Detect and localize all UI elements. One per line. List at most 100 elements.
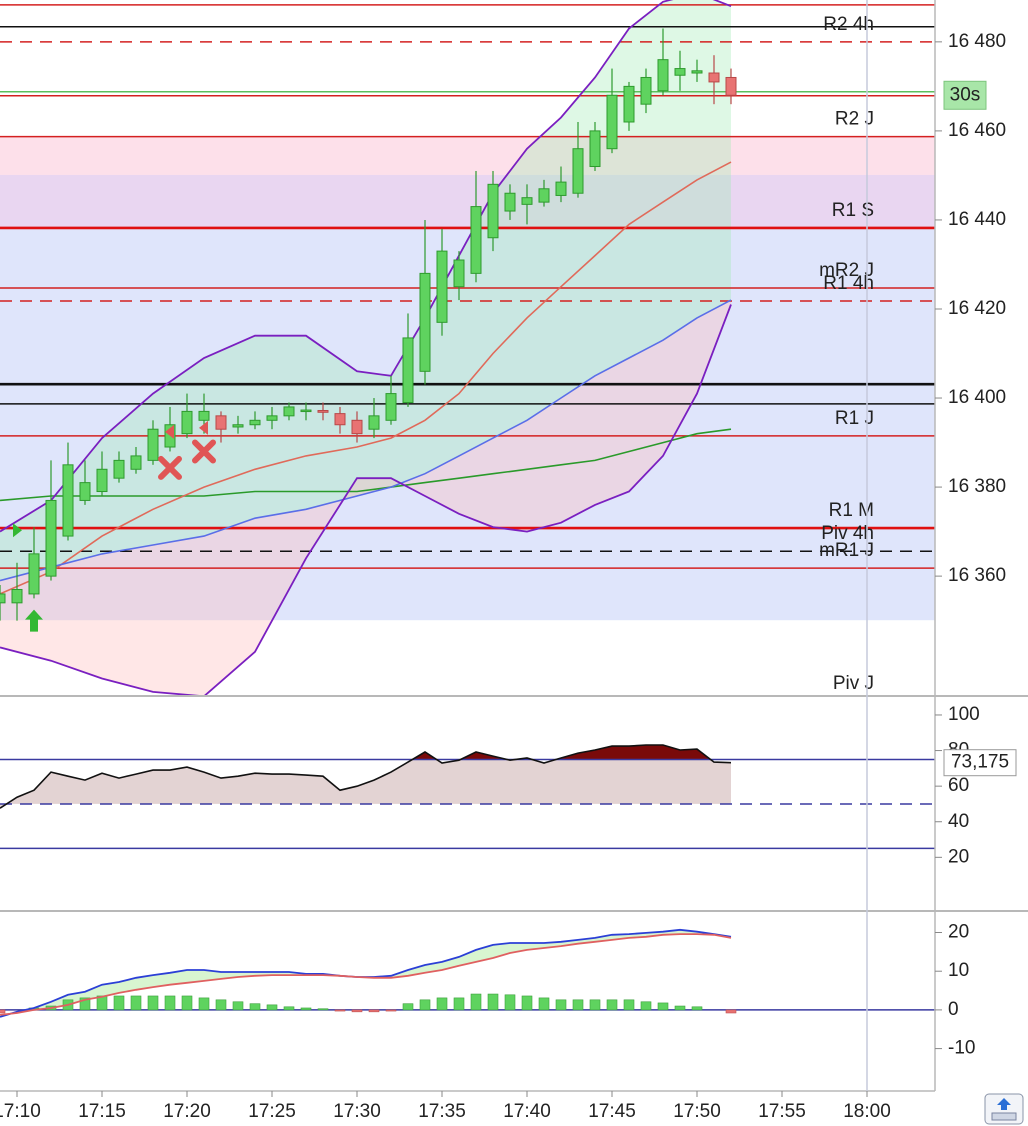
histogram-bar — [113, 995, 125, 1011]
candle-body — [504, 192, 516, 212]
histogram-bar — [419, 999, 431, 1011]
x-tick-label: 17:20 — [163, 1101, 211, 1122]
candle-body — [164, 424, 176, 448]
candle-body — [266, 415, 278, 421]
histogram-bar — [725, 1009, 737, 1014]
zone — [0, 174, 935, 228]
candle-body — [623, 85, 635, 123]
candle-body — [334, 413, 346, 426]
button-icon — [991, 1112, 1017, 1121]
level-label: R2 4h — [823, 14, 874, 35]
histogram-bar — [351, 1009, 363, 1013]
candle-body — [96, 468, 108, 493]
value-badge — [943, 749, 1017, 777]
candle-body — [113, 459, 125, 479]
x-tick-label: 17:45 — [588, 1101, 636, 1122]
candle-body — [589, 130, 601, 168]
histogram-bar — [249, 1003, 261, 1011]
oscillator-panel — [0, 744, 935, 850]
y-tick-label: 16 480 — [948, 31, 1006, 52]
candle-body — [351, 419, 363, 435]
histogram-bar — [181, 995, 193, 1011]
candle-body — [487, 183, 499, 239]
histogram-bar — [334, 1009, 346, 1012]
histogram-bar — [623, 999, 635, 1011]
x-tick-label: 17:35 — [418, 1101, 466, 1122]
band-middle — [0, 299, 732, 582]
candle-body — [725, 76, 737, 96]
histogram-bar — [385, 1009, 397, 1012]
signal-marker — [158, 455, 182, 480]
level-label: Piv J — [833, 673, 874, 694]
histogram-bar — [79, 997, 91, 1011]
histogram-bar — [453, 997, 465, 1011]
signal-marker — [199, 420, 208, 435]
histogram-bar — [215, 999, 227, 1011]
candle-body — [198, 410, 210, 421]
level-label: mR1 J — [819, 540, 874, 561]
candle-body — [0, 593, 6, 604]
level-label: R1 M — [829, 500, 874, 521]
candle-body — [79, 482, 91, 501]
histogram-bar — [606, 999, 618, 1011]
level-label: R1 J — [835, 408, 874, 429]
candle-body — [708, 72, 720, 83]
candle-body — [317, 409, 329, 413]
y-tick-label: 16 400 — [948, 387, 1006, 408]
y-tick-label: 0 — [948, 999, 959, 1020]
histogram-bar — [283, 1006, 295, 1011]
histogram-bar — [266, 1004, 278, 1011]
x-tick-label: 17:10 — [0, 1101, 41, 1122]
histogram-bar — [436, 997, 448, 1011]
histogram-bar — [504, 994, 516, 1011]
zone — [0, 136, 935, 175]
histogram-bar — [300, 1007, 312, 1011]
y-tick-label: 40 — [948, 811, 969, 832]
histogram-bar — [402, 1003, 414, 1011]
candle-body — [147, 428, 159, 461]
histogram-bar — [589, 999, 601, 1011]
candle-body — [657, 59, 669, 92]
histogram-bar — [368, 1009, 380, 1013]
histogram-bar — [130, 995, 142, 1011]
y-tick-label: 60 — [948, 775, 969, 796]
band-fill-lower — [0, 300, 731, 695]
oscillator-high-fill — [412, 745, 711, 760]
x-tick-label: 17:15 — [78, 1101, 126, 1122]
histogram-bar — [674, 1005, 686, 1011]
candle-body — [300, 409, 312, 413]
y-tick-label: 100 — [948, 704, 980, 725]
band-lower — [0, 304, 732, 695]
candle-body — [674, 68, 686, 76]
candle-body — [11, 588, 23, 604]
button-icon — [997, 1098, 1011, 1110]
signal-marker — [165, 424, 174, 439]
macd-line — [0, 933, 732, 1016]
candle-body — [419, 272, 431, 372]
candle-body — [572, 148, 584, 194]
candle-body — [606, 94, 618, 150]
candle-body — [368, 415, 380, 430]
value-badge-label: 73,175 — [951, 752, 1009, 773]
signal-marker — [25, 609, 43, 632]
oscillator-fill — [0, 745, 731, 809]
histogram-bar — [657, 1002, 669, 1011]
fast-average — [0, 161, 732, 595]
level-label: R2 J — [835, 109, 874, 130]
histogram-bar — [521, 995, 533, 1011]
level-label: R1 S — [832, 200, 874, 221]
y-tick-label: 16 420 — [948, 298, 1006, 319]
settings-button[interactable] — [984, 1093, 1024, 1125]
candle-body — [402, 337, 414, 403]
candle-body — [28, 553, 40, 595]
candle-body — [555, 181, 567, 196]
y-tick-label: 16 360 — [948, 565, 1006, 586]
y-tick-label: 10 — [948, 960, 969, 981]
histogram-bar — [640, 1001, 652, 1011]
y-tick-label: -10 — [948, 1038, 975, 1059]
y-tick-label: 20 — [948, 922, 969, 943]
slow-average — [0, 428, 732, 502]
level-label: Piv 4h — [821, 523, 874, 544]
macd-panel — [0, 928, 935, 1018]
